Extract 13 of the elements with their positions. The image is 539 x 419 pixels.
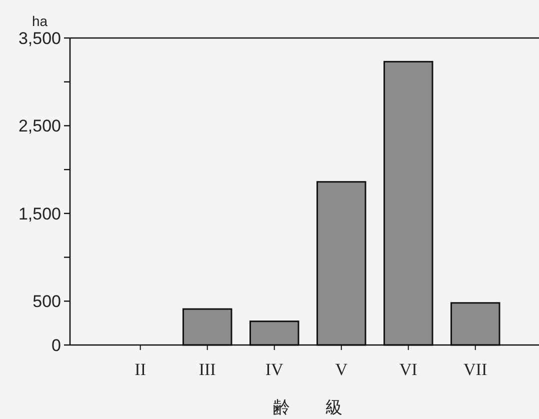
- x-tick-label: VI: [399, 360, 418, 379]
- y-tick-label: 1,500: [18, 204, 61, 224]
- y-tick-label: 2,500: [18, 116, 61, 136]
- x-tick-label: III: [198, 360, 216, 379]
- x-tick-label: VII: [464, 360, 488, 379]
- y-axis-title: ha: [32, 13, 48, 29]
- y-tick-label: 500: [32, 292, 61, 312]
- x-tick-label: V: [335, 360, 348, 379]
- y-tick-label: 0: [52, 336, 61, 355]
- x-axis-title: 齢 級: [273, 398, 343, 418]
- x-tick-label: II: [134, 360, 146, 379]
- y-tick-label: 3,500: [18, 29, 61, 48]
- x-tick-label: IV: [265, 360, 284, 379]
